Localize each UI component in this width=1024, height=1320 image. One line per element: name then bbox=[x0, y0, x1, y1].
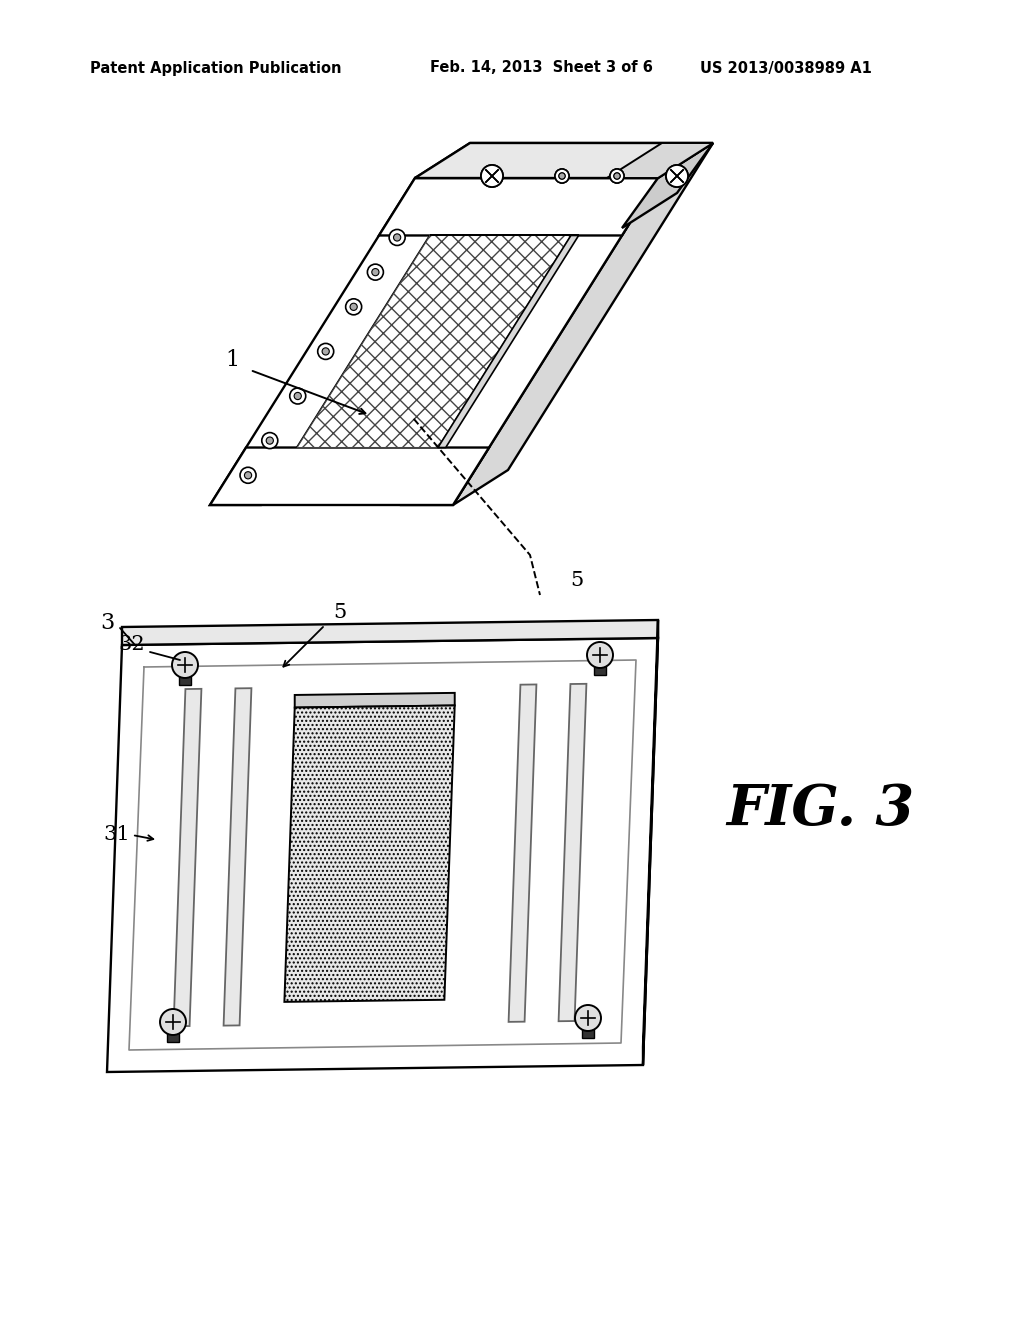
Circle shape bbox=[559, 173, 565, 180]
Circle shape bbox=[368, 264, 383, 280]
Polygon shape bbox=[558, 684, 587, 1022]
Polygon shape bbox=[438, 235, 579, 447]
Circle shape bbox=[587, 642, 613, 668]
Circle shape bbox=[555, 169, 569, 183]
Polygon shape bbox=[415, 143, 713, 178]
Polygon shape bbox=[379, 178, 658, 235]
Polygon shape bbox=[582, 1018, 594, 1038]
Circle shape bbox=[245, 471, 252, 479]
Circle shape bbox=[346, 298, 361, 314]
Circle shape bbox=[481, 165, 503, 187]
Circle shape bbox=[610, 169, 624, 183]
Polygon shape bbox=[402, 178, 658, 506]
Circle shape bbox=[559, 173, 565, 180]
Polygon shape bbox=[509, 685, 537, 1022]
Polygon shape bbox=[210, 178, 466, 506]
Polygon shape bbox=[415, 143, 713, 178]
Polygon shape bbox=[210, 447, 489, 506]
Circle shape bbox=[555, 169, 569, 183]
Circle shape bbox=[575, 1005, 601, 1031]
Circle shape bbox=[172, 652, 198, 678]
Polygon shape bbox=[295, 693, 455, 708]
Circle shape bbox=[481, 165, 503, 187]
Circle shape bbox=[350, 304, 357, 310]
Circle shape bbox=[666, 165, 688, 187]
Polygon shape bbox=[643, 620, 658, 1065]
Circle shape bbox=[317, 343, 334, 359]
Polygon shape bbox=[607, 143, 713, 178]
Circle shape bbox=[610, 169, 624, 183]
Text: 1: 1 bbox=[225, 348, 239, 371]
Polygon shape bbox=[285, 705, 455, 1002]
Polygon shape bbox=[297, 235, 571, 447]
Circle shape bbox=[266, 437, 273, 445]
Text: Patent Application Publication: Patent Application Publication bbox=[90, 61, 341, 75]
Text: 31: 31 bbox=[103, 825, 130, 845]
Text: FIG. 3: FIG. 3 bbox=[726, 783, 914, 837]
Polygon shape bbox=[174, 689, 202, 1026]
Text: Feb. 14, 2013  Sheet 3 of 6: Feb. 14, 2013 Sheet 3 of 6 bbox=[430, 61, 653, 75]
Circle shape bbox=[240, 467, 256, 483]
Circle shape bbox=[372, 268, 379, 276]
Polygon shape bbox=[167, 1022, 179, 1041]
Polygon shape bbox=[622, 143, 713, 228]
Polygon shape bbox=[594, 655, 606, 675]
Circle shape bbox=[294, 392, 301, 400]
Text: 3: 3 bbox=[100, 612, 115, 634]
Circle shape bbox=[160, 1008, 186, 1035]
Circle shape bbox=[389, 230, 406, 246]
Circle shape bbox=[613, 173, 621, 180]
Circle shape bbox=[393, 234, 400, 242]
Circle shape bbox=[262, 433, 278, 449]
Circle shape bbox=[666, 165, 688, 187]
Polygon shape bbox=[122, 620, 658, 645]
Polygon shape bbox=[106, 638, 658, 1072]
Circle shape bbox=[613, 173, 621, 180]
Text: 5: 5 bbox=[570, 570, 584, 590]
Text: 32: 32 bbox=[119, 635, 145, 655]
Circle shape bbox=[290, 388, 306, 404]
Polygon shape bbox=[453, 143, 713, 506]
Text: 5: 5 bbox=[334, 602, 347, 622]
Polygon shape bbox=[223, 688, 252, 1026]
Polygon shape bbox=[179, 665, 191, 685]
Text: US 2013/0038989 A1: US 2013/0038989 A1 bbox=[700, 61, 871, 75]
Circle shape bbox=[323, 347, 330, 355]
